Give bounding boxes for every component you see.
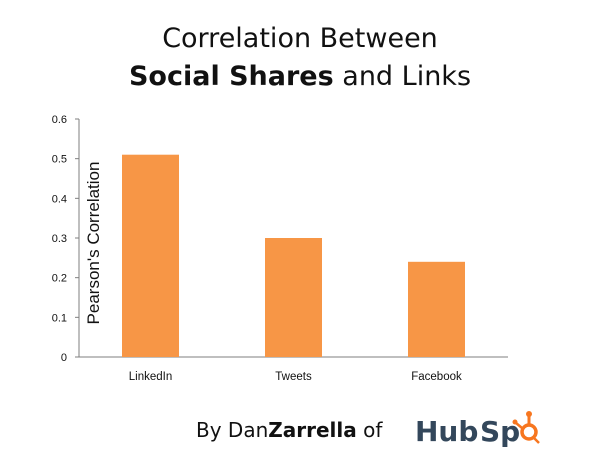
credit-name: Zarrella: [268, 418, 357, 442]
credit-suffix: of: [356, 418, 383, 442]
y-tick-label: 0.5: [52, 154, 67, 166]
credit-prefix: By Dan: [196, 418, 269, 442]
y-tick-label: 0.2: [52, 273, 67, 285]
x-tick-labels: LinkedIn Tweets Facebook: [129, 371, 462, 383]
hubspot-logo-icon: Hub Sp t: [415, 411, 553, 448]
bar-facebook: [408, 261, 465, 357]
x-tick-label: LinkedIn: [129, 371, 172, 383]
svg-text:Hub: Hub: [415, 415, 478, 448]
x-tick-label: Tweets: [275, 371, 312, 383]
y-tick-label: 0.4: [52, 193, 67, 205]
author-credit: By DanZarrella of: [196, 418, 382, 442]
y-tick-label: 0.3: [52, 233, 67, 245]
bar-tweets: [265, 238, 322, 357]
bar-linkedin: [122, 154, 179, 357]
y-axis-label: Pearson's Correlation: [84, 162, 103, 325]
chart-title-rest: and Links: [333, 61, 472, 92]
hubspot-logo: Hub Sp t: [410, 407, 553, 455]
y-tick-labels: 0 0.1 0.2 0.3 0.4 0.5 0.6: [52, 114, 67, 364]
chart-title-bold: Social Shares: [128, 61, 334, 92]
bars: [122, 154, 465, 357]
chart-title-line2: Social Shares and Links: [0, 60, 600, 94]
y-tick-label: 0.6: [52, 114, 67, 126]
chart-title-line1: Correlation Between: [162, 23, 438, 54]
y-tick-label: 0: [61, 352, 67, 364]
x-tick-label: Facebook: [411, 371, 462, 383]
y-tick-label: 0.1: [52, 312, 67, 324]
